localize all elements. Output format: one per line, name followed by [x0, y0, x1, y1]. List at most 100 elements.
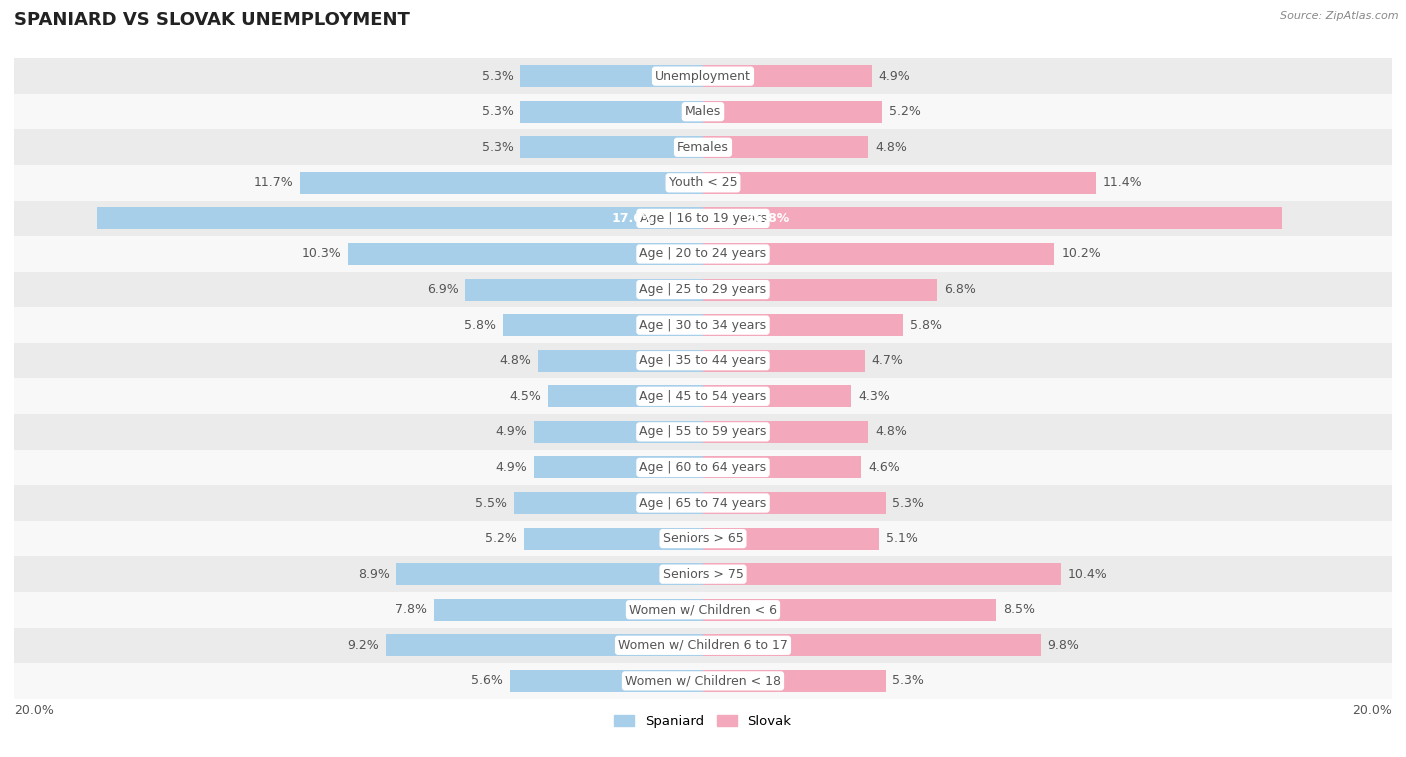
- Bar: [520, 65, 703, 87]
- Text: 20.0%: 20.0%: [1353, 704, 1392, 717]
- Text: 20.0%: 20.0%: [14, 704, 53, 717]
- Bar: [703, 101, 882, 123]
- Bar: [349, 243, 703, 265]
- Bar: [537, 350, 703, 372]
- Bar: [513, 492, 703, 514]
- Text: 5.3%: 5.3%: [482, 141, 513, 154]
- Text: 5.8%: 5.8%: [910, 319, 942, 332]
- Text: Age | 65 to 74 years: Age | 65 to 74 years: [640, 497, 766, 509]
- Text: 4.8%: 4.8%: [499, 354, 531, 367]
- Text: Women w/ Children < 6: Women w/ Children < 6: [628, 603, 778, 616]
- Bar: [703, 492, 886, 514]
- Bar: [703, 279, 938, 301]
- Text: Source: ZipAtlas.com: Source: ZipAtlas.com: [1281, 11, 1399, 21]
- Bar: [524, 528, 703, 550]
- Bar: [14, 414, 1392, 450]
- Bar: [503, 314, 703, 336]
- Text: Age | 30 to 34 years: Age | 30 to 34 years: [640, 319, 766, 332]
- Text: 17.6%: 17.6%: [612, 212, 655, 225]
- Text: 4.6%: 4.6%: [869, 461, 900, 474]
- Text: Males: Males: [685, 105, 721, 118]
- Text: 5.1%: 5.1%: [886, 532, 918, 545]
- Bar: [14, 521, 1392, 556]
- Bar: [703, 207, 1282, 229]
- Bar: [14, 343, 1392, 378]
- Bar: [14, 485, 1392, 521]
- Text: 5.3%: 5.3%: [482, 105, 513, 118]
- Text: 8.5%: 8.5%: [1002, 603, 1035, 616]
- Bar: [434, 599, 703, 621]
- Bar: [703, 634, 1040, 656]
- Text: Age | 35 to 44 years: Age | 35 to 44 years: [640, 354, 766, 367]
- Text: 4.9%: 4.9%: [495, 461, 527, 474]
- Text: 4.5%: 4.5%: [509, 390, 541, 403]
- Bar: [703, 314, 903, 336]
- Text: 8.9%: 8.9%: [357, 568, 389, 581]
- Text: Age | 60 to 64 years: Age | 60 to 64 years: [640, 461, 766, 474]
- Text: 5.2%: 5.2%: [889, 105, 921, 118]
- Bar: [703, 243, 1054, 265]
- Bar: [548, 385, 703, 407]
- Bar: [703, 136, 869, 158]
- Text: Age | 16 to 19 years: Age | 16 to 19 years: [640, 212, 766, 225]
- Text: 6.8%: 6.8%: [945, 283, 976, 296]
- Bar: [14, 201, 1392, 236]
- Bar: [14, 58, 1392, 94]
- Text: Age | 45 to 54 years: Age | 45 to 54 years: [640, 390, 766, 403]
- Text: Women w/ Children < 18: Women w/ Children < 18: [626, 674, 780, 687]
- Bar: [387, 634, 703, 656]
- Text: 9.8%: 9.8%: [1047, 639, 1080, 652]
- Bar: [14, 556, 1392, 592]
- Text: Unemployment: Unemployment: [655, 70, 751, 83]
- Text: 10.4%: 10.4%: [1069, 568, 1108, 581]
- Bar: [299, 172, 703, 194]
- Bar: [703, 65, 872, 87]
- Text: 9.2%: 9.2%: [347, 639, 380, 652]
- Text: Seniors > 65: Seniors > 65: [662, 532, 744, 545]
- Text: 5.3%: 5.3%: [893, 497, 924, 509]
- Bar: [14, 592, 1392, 628]
- Bar: [520, 101, 703, 123]
- Text: 10.3%: 10.3%: [301, 248, 342, 260]
- Text: 5.6%: 5.6%: [471, 674, 503, 687]
- Bar: [465, 279, 703, 301]
- Bar: [520, 136, 703, 158]
- Bar: [703, 385, 851, 407]
- Bar: [703, 456, 862, 478]
- Text: Age | 20 to 24 years: Age | 20 to 24 years: [640, 248, 766, 260]
- Bar: [396, 563, 703, 585]
- Bar: [14, 450, 1392, 485]
- Text: 4.9%: 4.9%: [879, 70, 911, 83]
- Text: 4.9%: 4.9%: [495, 425, 527, 438]
- Bar: [703, 421, 869, 443]
- Bar: [703, 350, 865, 372]
- Text: Women w/ Children 6 to 17: Women w/ Children 6 to 17: [619, 639, 787, 652]
- Text: 4.3%: 4.3%: [858, 390, 890, 403]
- Bar: [14, 165, 1392, 201]
- Text: 5.8%: 5.8%: [464, 319, 496, 332]
- Text: 5.5%: 5.5%: [475, 497, 506, 509]
- Text: 10.2%: 10.2%: [1062, 248, 1101, 260]
- Text: 4.8%: 4.8%: [875, 425, 907, 438]
- Bar: [14, 307, 1392, 343]
- Bar: [534, 421, 703, 443]
- Text: SPANIARD VS SLOVAK UNEMPLOYMENT: SPANIARD VS SLOVAK UNEMPLOYMENT: [14, 11, 411, 30]
- Bar: [14, 94, 1392, 129]
- Bar: [14, 272, 1392, 307]
- Bar: [703, 670, 886, 692]
- Bar: [14, 378, 1392, 414]
- Bar: [703, 599, 995, 621]
- Bar: [534, 456, 703, 478]
- Text: 6.9%: 6.9%: [426, 283, 458, 296]
- Text: 11.7%: 11.7%: [253, 176, 292, 189]
- Text: 5.2%: 5.2%: [485, 532, 517, 545]
- Text: 4.7%: 4.7%: [872, 354, 904, 367]
- Bar: [14, 236, 1392, 272]
- Bar: [14, 663, 1392, 699]
- Text: 7.8%: 7.8%: [395, 603, 427, 616]
- Text: 16.8%: 16.8%: [747, 212, 790, 225]
- Bar: [703, 528, 879, 550]
- Text: Age | 55 to 59 years: Age | 55 to 59 years: [640, 425, 766, 438]
- Text: 4.8%: 4.8%: [875, 141, 907, 154]
- Text: Females: Females: [678, 141, 728, 154]
